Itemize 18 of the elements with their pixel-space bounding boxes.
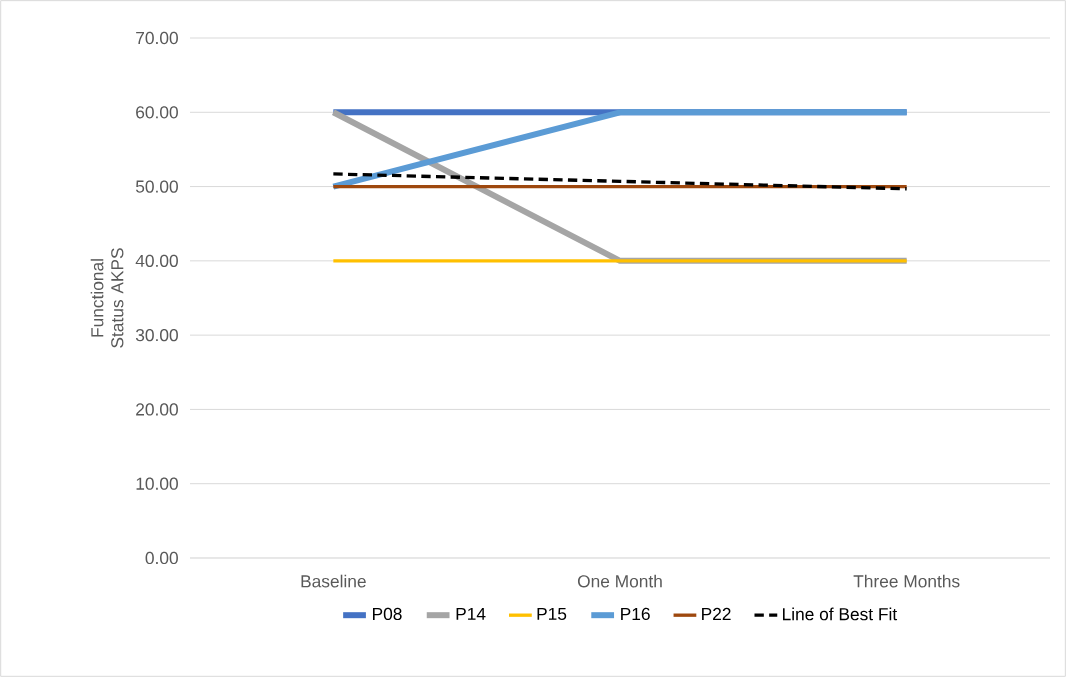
y-tick-label: 60.00 [136,106,178,119]
legend-label: Line of Best Fit [783,607,898,621]
legend-label: P08 [373,607,402,621]
y-tick-label: 10.00 [136,477,178,490]
y-tick-label: 30.00 [135,328,178,342]
y-tick-label: 20.00 [136,403,178,416]
x-tick-label: Three Months [853,574,960,588]
x-tick-label: One Month [577,574,662,588]
y-axis-title: Functional Status AKPS [90,248,124,348]
legend-label: P16 [621,607,650,621]
legend-label: P15 [537,607,567,621]
y-tick-label: 70.00 [136,31,178,45]
x-tick-label: Baseline [301,574,366,588]
y-tick-label: 50.00 [135,180,178,193]
y-tick-label: 0.00 [145,551,178,565]
legend-label: P22 [702,607,731,620]
y-tick-label: 40.00 [135,254,178,267]
legend-label: P14 [456,607,486,620]
